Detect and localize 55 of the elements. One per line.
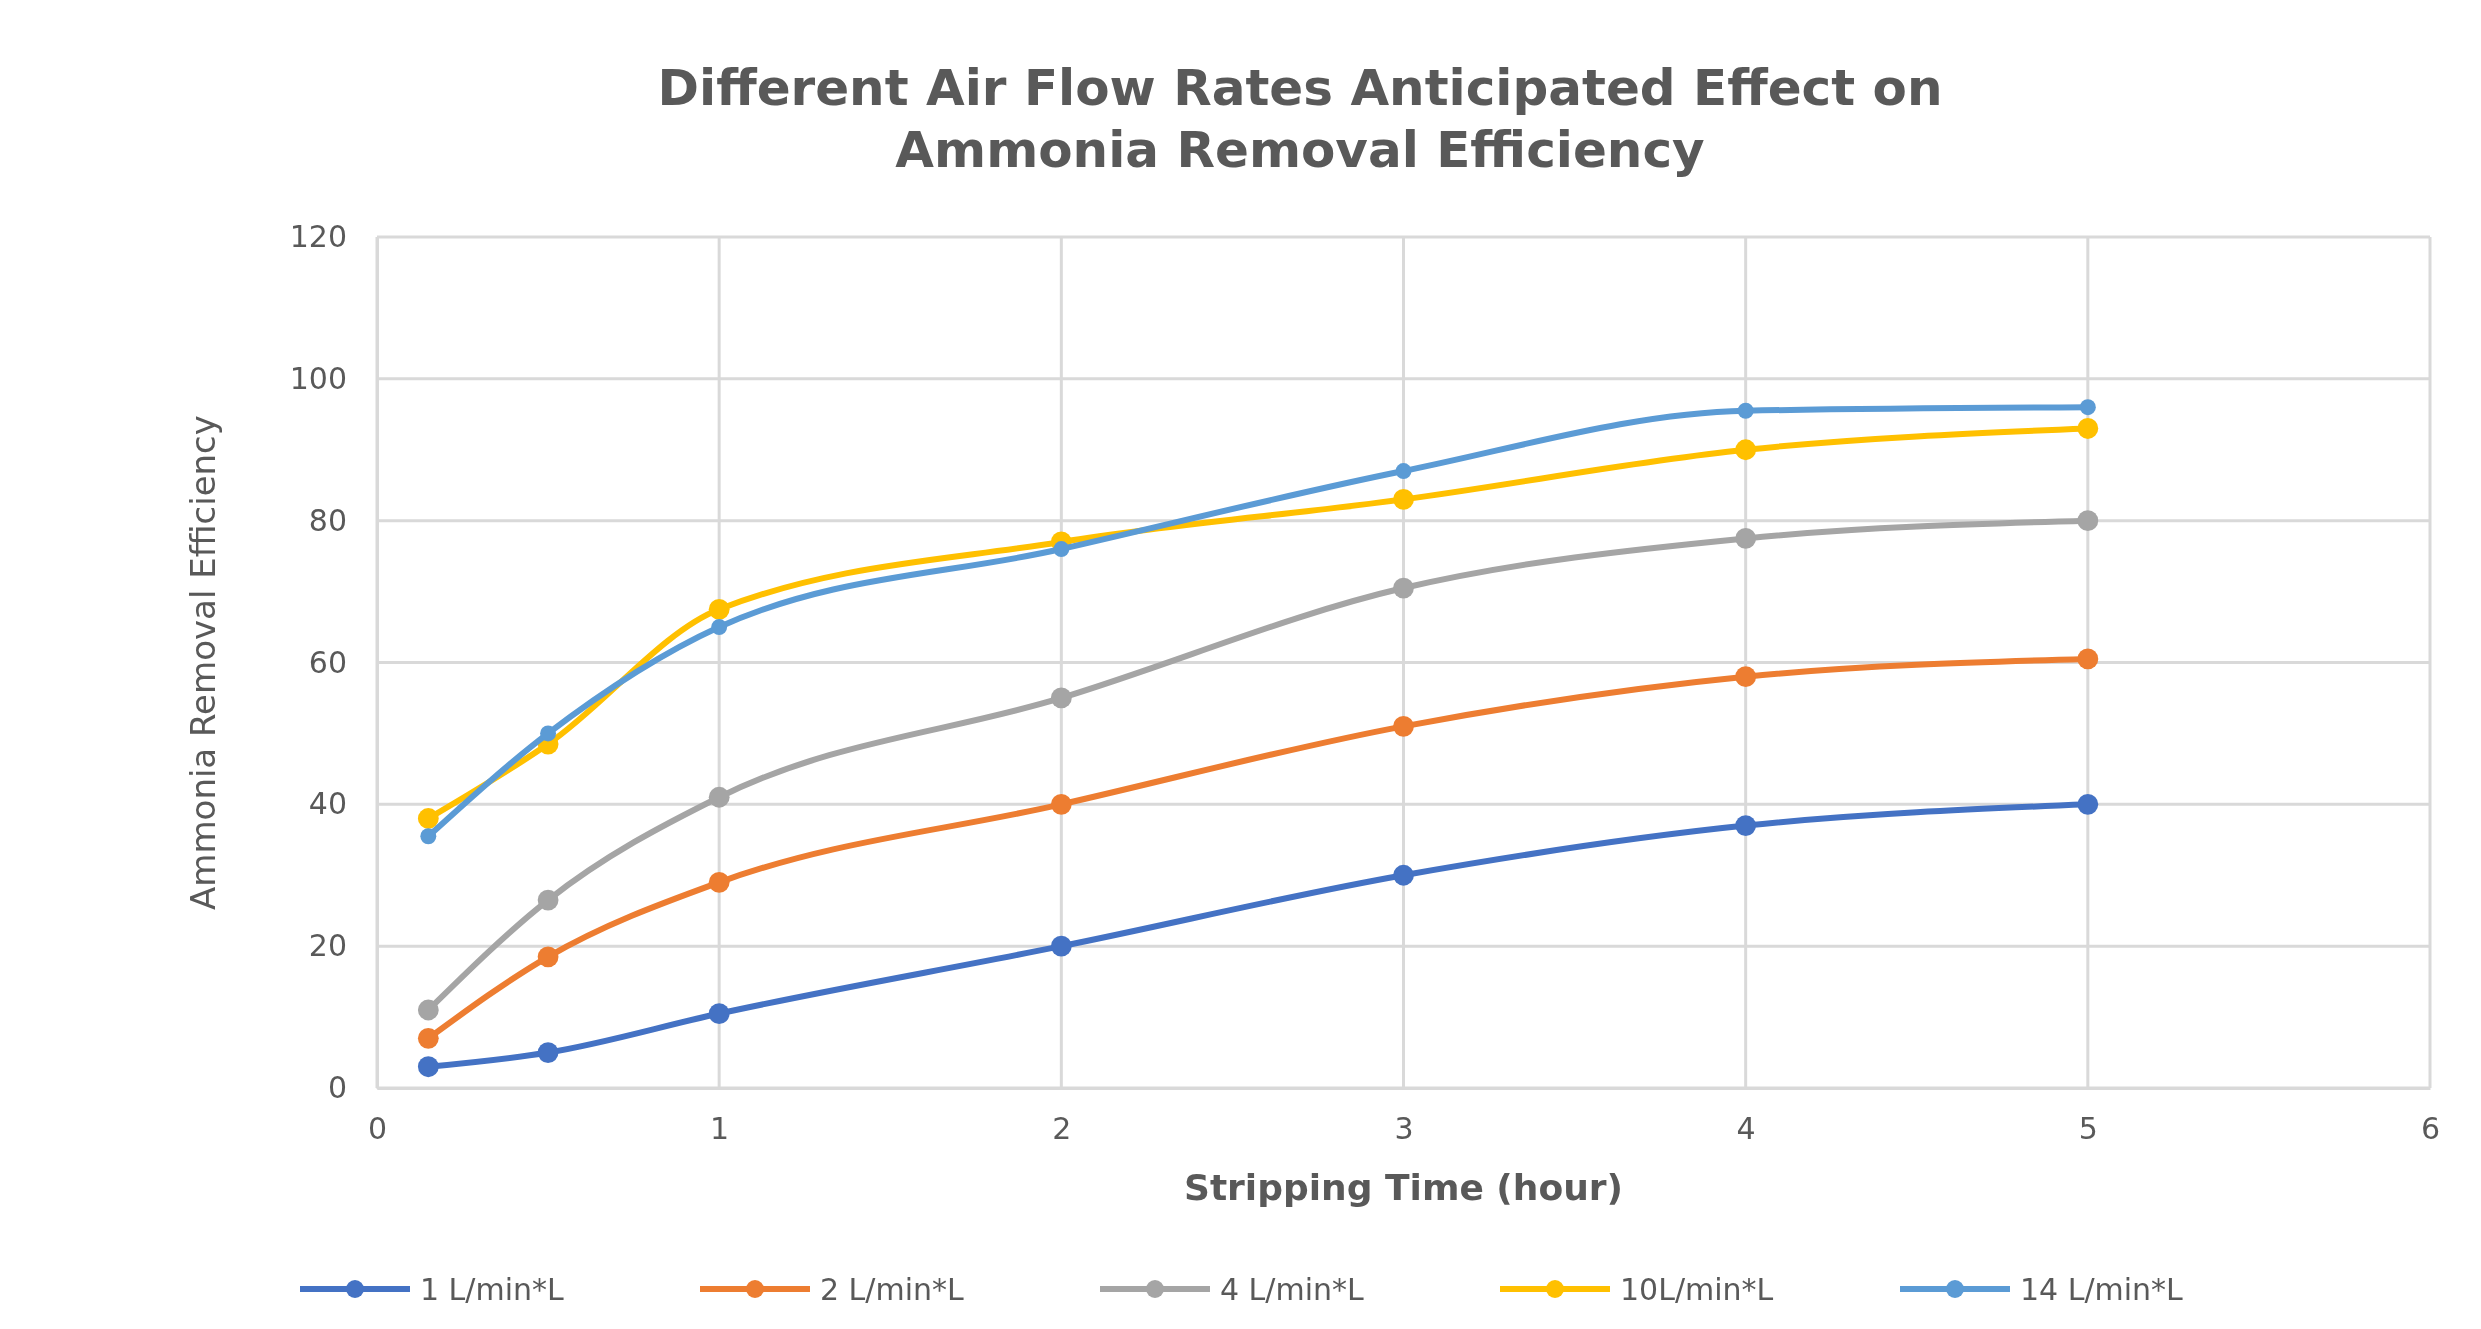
y-axis-title: Ammonia Removal Efficiency — [183, 415, 223, 910]
point — [417, 808, 439, 829]
point — [708, 786, 730, 808]
point — [540, 725, 557, 742]
legend-label: 2 L/min*L — [820, 1272, 965, 1307]
x-tick-label: 6 — [2420, 1111, 2441, 1147]
point — [2077, 418, 2099, 439]
point — [708, 1003, 730, 1024]
point — [708, 598, 730, 620]
y-tick-label: 0 — [327, 1070, 347, 1106]
point — [420, 828, 437, 845]
point — [2077, 793, 2099, 815]
legend-label: 14 L/min*L — [2020, 1272, 2184, 1307]
point — [537, 946, 559, 968]
y-tick-label: 60 — [308, 644, 347, 680]
point — [2077, 510, 2099, 532]
point — [417, 999, 439, 1021]
point — [1735, 815, 1757, 836]
x-axis-title: Stripping Time (hour) — [1183, 1167, 1624, 1208]
point — [417, 1056, 439, 1078]
point — [1053, 541, 1070, 557]
point — [1050, 687, 1072, 709]
point — [1735, 666, 1757, 688]
y-tick-label: 120 — [289, 219, 347, 255]
legend-label: 4 L/min*L — [1220, 1272, 1365, 1307]
y-tick-label: 80 — [308, 502, 347, 538]
x-tick-label: 4 — [1736, 1111, 1756, 1147]
legend-label: 1 L/min*L — [420, 1272, 565, 1307]
x-tick-label: 2 — [1052, 1111, 1072, 1147]
x-tick-label: 5 — [2078, 1111, 2098, 1147]
point — [1050, 793, 1072, 815]
x-tick-label: 0 — [367, 1111, 388, 1147]
point — [537, 889, 559, 911]
point — [417, 1027, 439, 1049]
point — [2079, 399, 2096, 416]
point — [708, 871, 730, 893]
point — [537, 1042, 559, 1063]
point — [1393, 715, 1414, 737]
chart-title: Different Air Flow Rates Anticipated Effect on Ammonia Removal Efficiency — [657, 59, 1943, 179]
point — [1393, 864, 1414, 886]
x-tick-label: 1 — [710, 1111, 730, 1147]
y-tick-label: 20 — [308, 928, 347, 964]
x-tick-label: 3 — [1394, 1111, 1414, 1147]
point — [1735, 439, 1757, 461]
point — [1395, 463, 1412, 479]
point — [1050, 935, 1072, 957]
y-tick-label: 100 — [289, 360, 347, 396]
point — [2077, 648, 2099, 670]
legend-label: 10L/min*L — [1620, 1272, 1774, 1307]
point — [1735, 528, 1757, 549]
y-tick-label: 40 — [308, 786, 347, 822]
point — [711, 619, 728, 635]
point — [1393, 577, 1414, 599]
point — [1393, 489, 1414, 510]
point — [1737, 402, 1754, 419]
